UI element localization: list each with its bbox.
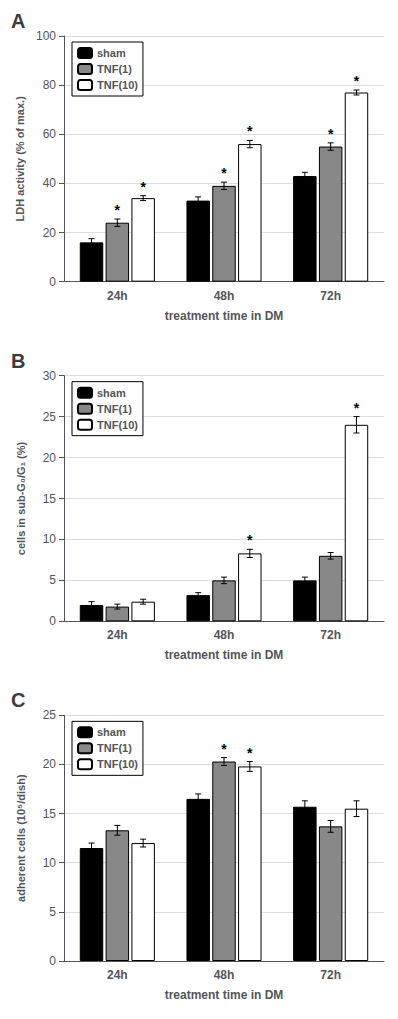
- svg-text:LDH activity (% of max.): LDH activity (% of max.): [14, 96, 26, 222]
- svg-text:100: 100: [36, 29, 56, 43]
- svg-text:15: 15: [43, 807, 57, 821]
- svg-text:80: 80: [43, 78, 57, 92]
- svg-text:15: 15: [43, 492, 57, 506]
- svg-text:5: 5: [49, 573, 56, 587]
- svg-text:treatment time in DM: treatment time in DM: [165, 648, 284, 662]
- svg-text:A: A: [11, 10, 25, 32]
- svg-text:10: 10: [43, 532, 57, 546]
- svg-text:72h: 72h: [320, 289, 341, 303]
- svg-text:72h: 72h: [320, 628, 341, 642]
- svg-text:*: *: [221, 165, 227, 181]
- svg-text:40: 40: [43, 176, 57, 190]
- svg-text:25: 25: [43, 410, 57, 424]
- svg-text:B: B: [11, 350, 25, 372]
- svg-text:adherent cells (10⁵/dish): adherent cells (10⁵/dish): [15, 774, 27, 902]
- svg-text:*: *: [247, 532, 253, 548]
- svg-text:*: *: [115, 202, 121, 218]
- svg-text:48h: 48h: [214, 289, 235, 303]
- svg-text:C: C: [11, 689, 25, 711]
- svg-text:20: 20: [43, 451, 57, 465]
- svg-text:24h: 24h: [107, 628, 128, 642]
- svg-text:TNF(1): TNF(1): [97, 403, 132, 415]
- svg-text:sham: sham: [97, 47, 126, 59]
- svg-text:0: 0: [49, 954, 56, 968]
- svg-text:TNF(10): TNF(10): [97, 79, 138, 91]
- svg-text:treatment time in DM: treatment time in DM: [165, 309, 284, 323]
- svg-text:*: *: [247, 123, 253, 139]
- svg-text:72h: 72h: [320, 968, 341, 982]
- svg-text:10: 10: [43, 856, 57, 870]
- svg-text:treatment time in DM: treatment time in DM: [165, 988, 284, 1002]
- svg-text:48h: 48h: [214, 628, 235, 642]
- svg-text:*: *: [140, 179, 146, 195]
- svg-text:*: *: [354, 400, 360, 416]
- svg-text:48h: 48h: [214, 968, 235, 982]
- svg-text:TNF(10): TNF(10): [97, 419, 138, 431]
- svg-text:20: 20: [43, 757, 57, 771]
- svg-text:24h: 24h: [107, 289, 128, 303]
- svg-text:sham: sham: [97, 387, 126, 399]
- svg-text:*: *: [247, 745, 253, 761]
- svg-text:0: 0: [49, 614, 56, 628]
- svg-text:30: 30: [43, 369, 57, 383]
- svg-text:TNF(10): TNF(10): [97, 758, 138, 770]
- svg-text:TNF(1): TNF(1): [97, 63, 132, 75]
- svg-text:0: 0: [49, 275, 56, 289]
- svg-text:*: *: [328, 126, 334, 142]
- svg-text:60: 60: [43, 127, 57, 141]
- svg-text:*: *: [354, 73, 360, 89]
- svg-text:24h: 24h: [107, 968, 128, 982]
- svg-text:25: 25: [43, 708, 57, 722]
- svg-text:sham: sham: [97, 726, 126, 738]
- svg-text:cells in sub-G₀/G₁ (%): cells in sub-G₀/G₁ (%): [15, 441, 27, 555]
- svg-text:5: 5: [49, 905, 56, 919]
- svg-text:20: 20: [43, 226, 57, 240]
- svg-text:*: *: [221, 741, 227, 757]
- svg-text:TNF(1): TNF(1): [97, 742, 132, 754]
